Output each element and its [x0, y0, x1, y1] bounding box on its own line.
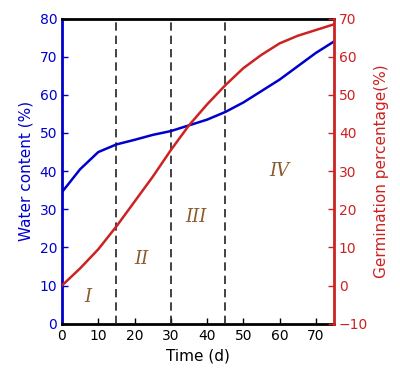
Text: I: I	[84, 288, 91, 306]
Y-axis label: Water content (%): Water content (%)	[19, 101, 34, 241]
Text: IV: IV	[270, 162, 290, 180]
Y-axis label: Germination percentage(%): Germination percentage(%)	[374, 64, 389, 278]
X-axis label: Time (d): Time (d)	[166, 348, 230, 363]
Text: III: III	[186, 208, 207, 226]
Text: II: II	[135, 250, 149, 268]
